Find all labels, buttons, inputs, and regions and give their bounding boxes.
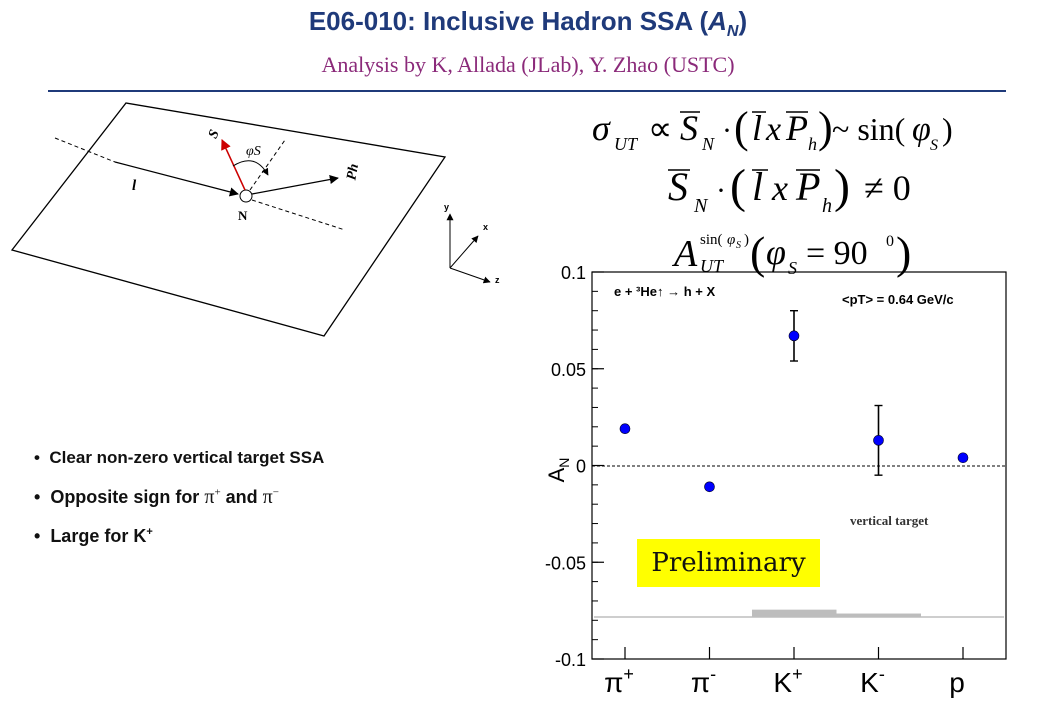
svg-text:(: ( (750, 227, 765, 278)
svg-text:≠ 0: ≠ 0 (864, 168, 911, 208)
x-tick-label: π- (691, 664, 716, 698)
svg-text:S: S (736, 240, 741, 251)
data-point (788, 330, 800, 342)
svg-text:φ: φ (766, 232, 786, 272)
label-phi: φS (246, 144, 261, 159)
bullet-3: • Large for K+ (34, 526, 153, 546)
svg-text:P: P (785, 108, 808, 148)
svg-text:φ: φ (727, 232, 735, 248)
y-tick-label: 0.1 (561, 263, 586, 283)
y-tick-label: -0.1 (555, 650, 586, 670)
y-axis-label: AN (544, 458, 572, 483)
systematic-bar (752, 609, 837, 618)
svg-text:S: S (668, 164, 688, 209)
x-tick-label: p (949, 667, 965, 698)
pt-annotation: <pT> = 0.64 GeV/c (842, 292, 954, 307)
x-tick-label: K+ (773, 664, 802, 698)
data-point (704, 481, 715, 493)
systematic-band (752, 609, 921, 618)
beam-continuation (251, 199, 346, 231)
svg-text:P: P (795, 164, 820, 209)
svg-text:UT: UT (700, 256, 725, 276)
hadron-vector (251, 175, 339, 195)
svg-text:φ: φ (912, 111, 931, 148)
x-tick-label: π+ (604, 664, 634, 698)
svg-text:S: S (680, 108, 698, 148)
svg-text:l: l (752, 108, 762, 148)
svg-text:): ) (818, 103, 833, 152)
svg-text:∝: ∝ (648, 111, 672, 148)
axis-x-label: x (483, 222, 488, 232)
svg-text:N: N (701, 134, 715, 154)
axis-z-label: z (495, 275, 500, 285)
an-chart: 0.1 0.05 0 -0.05 -0.1 π+ π- K+ K-p AN e + ³He↑ … (544, 263, 1007, 698)
svg-text:x: x (765, 111, 781, 148)
label-l: l (132, 178, 137, 194)
systematic-bar (836, 613, 921, 618)
preliminary-label: Preliminary (637, 539, 820, 587)
svg-text:): ) (942, 111, 953, 147)
svg-text:sin(: sin( (700, 232, 723, 248)
svg-text:= 90: = 90 (806, 235, 868, 272)
data-points (619, 310, 969, 493)
svg-text:σ: σ (592, 108, 611, 148)
svg-text:0: 0 (886, 233, 894, 250)
data-point (873, 435, 884, 446)
coordinate-axes: y x z (444, 202, 500, 285)
axis-y-label: y (444, 202, 449, 212)
svg-text:A: A (671, 233, 698, 275)
spin-vector (221, 139, 246, 191)
svg-text:S: S (930, 137, 938, 154)
svg-text:UT: UT (614, 134, 639, 154)
svg-text:·: · (722, 114, 732, 147)
svg-text:N: N (693, 195, 709, 217)
data-point (619, 423, 631, 435)
slide-subtitle: Analysis by K, Allada (JLab), Y. Zhao (U… (321, 52, 735, 77)
vertical-target-label: vertical target (850, 513, 929, 528)
reaction-label: e + ³He↑ → h + X (614, 284, 715, 299)
perpendicular-dashed (249, 139, 286, 191)
svg-text:l: l (752, 164, 763, 209)
svg-text:(: ( (734, 103, 749, 152)
slide-title: E06-010: Inclusive Hadron SSA (AN) (308, 6, 748, 41)
nucleon-target (239, 189, 253, 203)
formula-2: S N · ( l x P h ) ≠ 0 (668, 160, 911, 217)
formula-block: σ UT ∝ S N · ( l x P h ) ~ sin( φ S ) S … (592, 103, 953, 278)
svg-text:·: · (716, 174, 726, 207)
y-ticks: 0.1 0.05 0 -0.05 -0.1 (545, 263, 604, 670)
phi-arc (232, 160, 269, 176)
title-divider (48, 90, 1006, 92)
formula-1: σ UT ∝ S N · ( l x P h ) ~ sin( φ S ) (592, 103, 953, 154)
svg-text:h: h (822, 195, 832, 217)
svg-text:~ sin(: ~ sin( (832, 111, 905, 147)
data-point (957, 452, 969, 464)
kinematics-diagram: S φS Ph l N (10, 102, 447, 337)
bullet-2: • Opposite sign for π+ and π− (34, 486, 279, 508)
bullet-1: • Clear non-zero vertical target SSA (34, 448, 325, 467)
y-tick-label: 0.05 (551, 360, 586, 380)
svg-text:): ) (744, 232, 749, 248)
x-tick-label: K- (860, 664, 885, 698)
beam-dashed-line (54, 137, 116, 163)
svg-text:h: h (808, 134, 817, 154)
svg-text:S: S (788, 258, 797, 278)
label-S: S (206, 127, 223, 141)
formula-3: A sin( φ S ) UT ( φ S = 90 0 ) (671, 227, 911, 278)
svg-text:): ) (896, 227, 911, 278)
svg-text:(: ( (730, 160, 746, 213)
scattering-plane (10, 102, 447, 337)
svg-text:x: x (771, 168, 788, 208)
x-ticks: π+ π- K+ K-p (604, 647, 965, 698)
svg-text:): ) (834, 160, 850, 213)
label-Ph: Ph (344, 162, 362, 181)
y-tick-label: -0.05 (545, 553, 586, 573)
y-tick-label: 0 (576, 457, 586, 477)
label-N: N (238, 208, 248, 223)
beam-vector (114, 161, 239, 197)
